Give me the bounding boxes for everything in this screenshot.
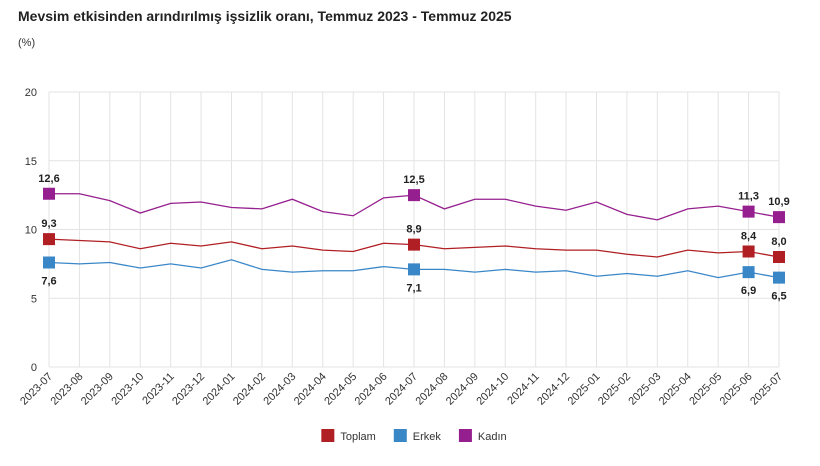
x-tick-label: 2024-09 — [444, 371, 481, 408]
x-tick-label: 2024-02 — [231, 371, 268, 408]
data-label: 12,6 — [38, 173, 59, 185]
legend: Toplam Erkek Kadın — [321, 429, 507, 443]
x-tick-label: 2023-10 — [109, 371, 146, 408]
x-tick-label: 2024-05 — [322, 371, 359, 408]
data-point — [773, 271, 785, 284]
data-label: 8,4 — [741, 231, 757, 243]
y-tick-label: 20 — [25, 87, 37, 99]
x-tick-label: 2025-06 — [718, 371, 755, 408]
legend-label: Erkek — [413, 431, 442, 443]
data-point — [408, 263, 420, 276]
data-label: 6,9 — [741, 285, 756, 297]
x-tick-label: 2024-08 — [414, 371, 451, 408]
data-label: 8,9 — [406, 224, 421, 236]
data-point — [408, 189, 420, 202]
data-point — [773, 211, 785, 224]
x-tick-label: 2023-07 — [18, 371, 55, 408]
x-tick-label: 2025-03 — [626, 371, 663, 408]
x-tick-label: 2023-09 — [79, 371, 116, 408]
y-tick-label: 10 — [25, 225, 37, 237]
x-tick-label: 2024-04 — [292, 371, 329, 408]
x-tick-label: 2023-08 — [49, 371, 86, 408]
data-point — [773, 251, 785, 263]
x-tick-label: 2024-03 — [261, 371, 298, 408]
data-point — [742, 266, 755, 279]
y-tick-label: 0 — [31, 362, 37, 374]
legend-swatch — [321, 429, 335, 442]
data-label: 11,3 — [738, 191, 759, 203]
y-tick-label: 5 — [31, 293, 37, 305]
x-tick-label: 2025-07 — [748, 371, 785, 408]
y-axis-label: (%) — [18, 37, 35, 49]
data-label: 10,9 — [768, 196, 789, 208]
data-label: 7,1 — [406, 282, 421, 294]
x-tick-label: 2024-10 — [474, 371, 511, 408]
y-tick-label: 15 — [25, 156, 37, 168]
x-tick-label: 2025-05 — [687, 371, 724, 408]
data-point — [742, 245, 755, 258]
x-tick-label: 2025-04 — [657, 371, 694, 408]
x-tick-label: 2024-07 — [383, 371, 420, 408]
x-tick-label: 2023-12 — [170, 371, 207, 408]
data-point — [742, 205, 755, 218]
data-point — [43, 187, 55, 200]
x-tick-label: 2024-06 — [353, 371, 390, 408]
chart-title: Mevsim etkisinden arındırılmış işsizlik … — [18, 8, 512, 24]
x-tick-label: 2024-12 — [535, 371, 572, 408]
legend-swatch — [393, 429, 407, 442]
data-label: 9,3 — [41, 218, 56, 230]
data-label: 6,5 — [771, 291, 786, 303]
legend-swatch — [458, 429, 472, 442]
data-point — [43, 233, 55, 246]
x-tick-label: 2025-01 — [566, 371, 603, 408]
x-tick-label: 2024-01 — [201, 371, 238, 408]
data-label: 7,6 — [41, 276, 56, 288]
data-label: 12,5 — [403, 174, 424, 186]
x-tick-label: 2025-02 — [596, 371, 633, 408]
legend-label: Kadın — [478, 431, 507, 443]
legend-label: Toplam — [340, 431, 375, 443]
data-label: 8,0 — [771, 236, 786, 248]
data-point — [408, 238, 420, 251]
data-point — [43, 256, 55, 269]
